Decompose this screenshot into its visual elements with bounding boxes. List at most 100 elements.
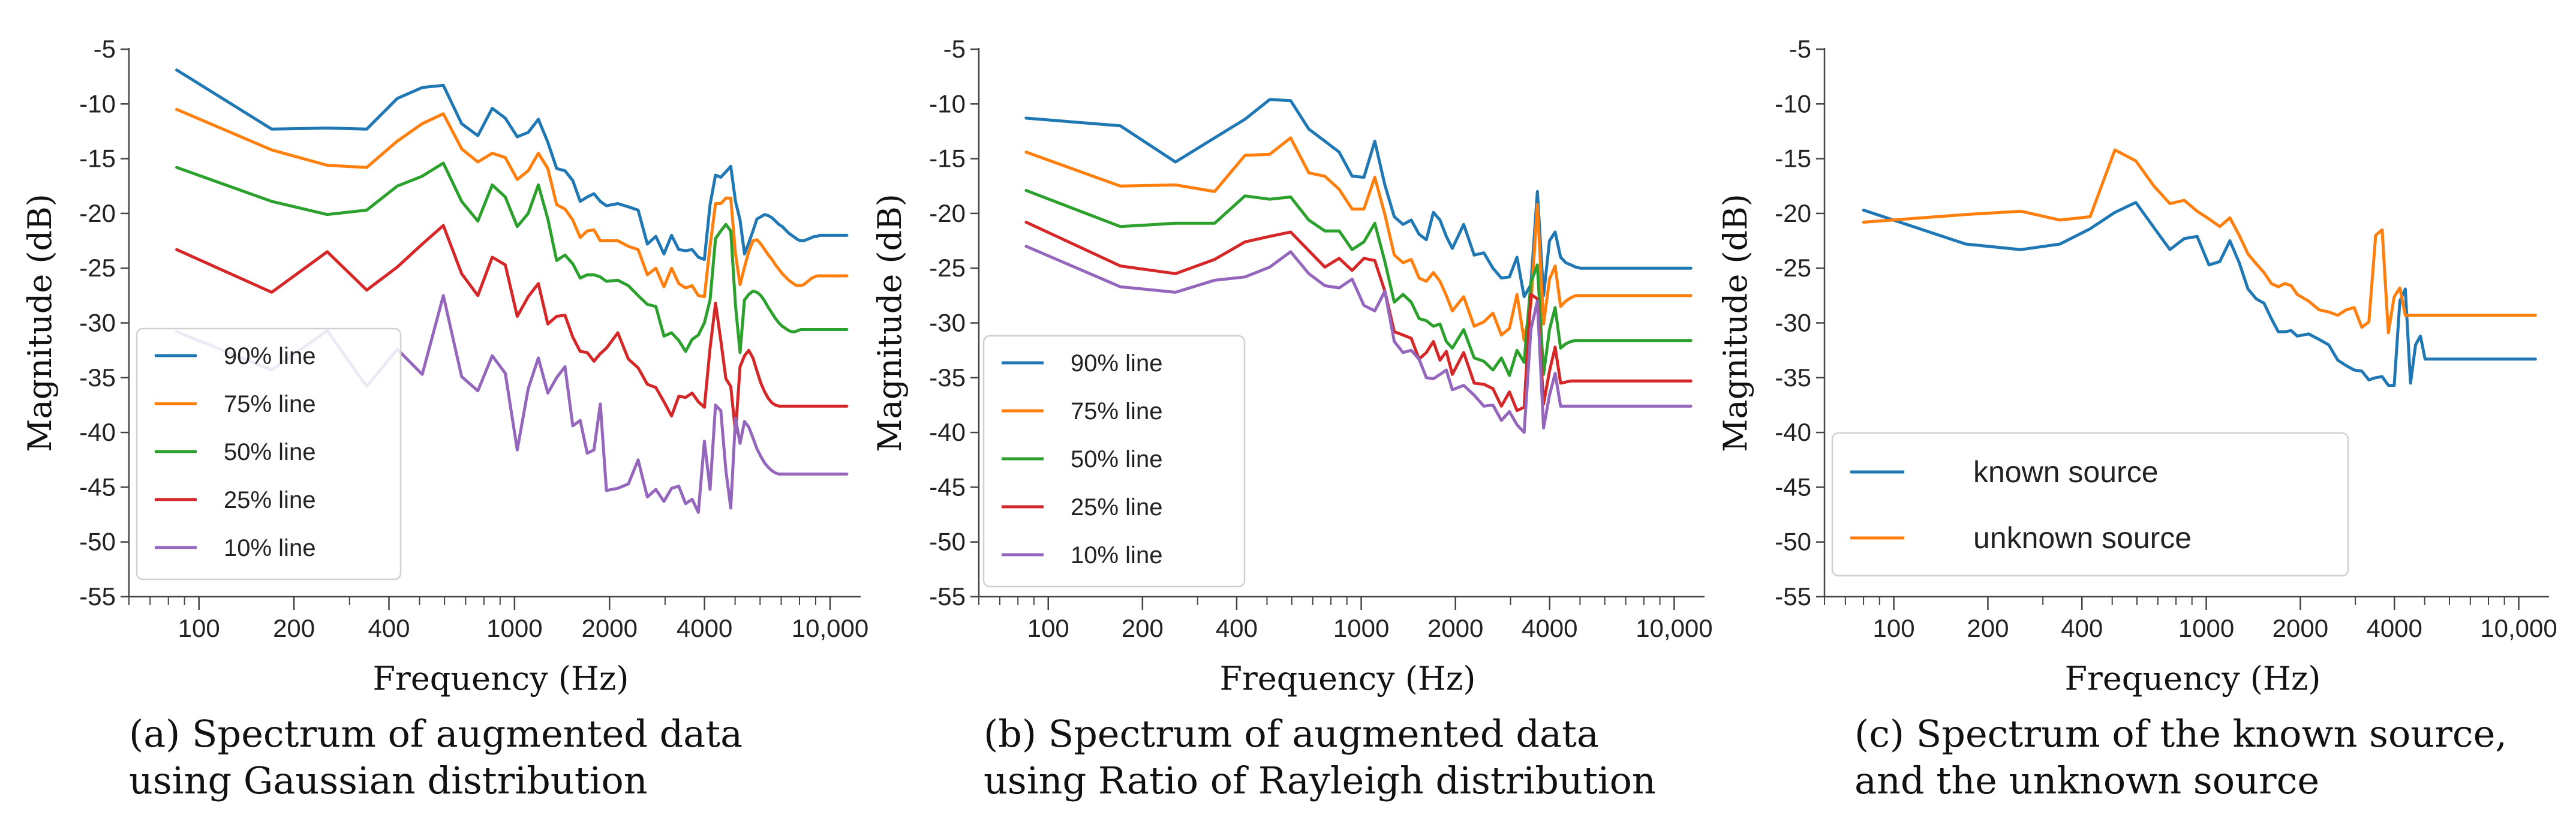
x-tick-label: 4000 [677, 614, 732, 642]
legend: 90% line 75% line 50% line 25% line 10% line [982, 335, 1246, 588]
y-tick-label: -20 [1775, 199, 1811, 227]
caption-line: using Gaussian distribution [129, 759, 648, 802]
y-tick-label: -30 [1775, 309, 1811, 337]
chart-panel-2: -5 -10 -15 -20 -25 -30 -35 -40 -45 -50 -55 100 200 40… [871, 35, 1713, 802]
y-tick-label: -35 [1775, 363, 1811, 392]
series-line-25-line [1024, 221, 1693, 413]
x-tick-label: 1000 [1333, 614, 1389, 642]
chart-panel-1: -5 -10 -15 -20 -25 -30 -35 -40 -45 -50 -55 100 200 40… [21, 35, 868, 802]
series-line-50-line [175, 161, 849, 354]
y-tick-label: -30 [79, 309, 116, 337]
y-tick-label: -30 [929, 309, 966, 337]
y-tick-label: -40 [1775, 418, 1811, 446]
legend-label: known source [1973, 455, 2159, 489]
x-axis-title: Frequency (Hz) [2065, 660, 2321, 697]
y-tick-label: -10 [79, 89, 116, 118]
y-axis-title: Magnitude (dB) [871, 194, 909, 452]
legend-box [136, 327, 402, 581]
series-line-90-line [175, 68, 849, 261]
y-tick-label: -15 [929, 145, 966, 173]
series-line-10-line [175, 294, 849, 514]
y-tick-label: -45 [929, 473, 966, 501]
legend: known source unknown source [1831, 432, 2349, 577]
y-tick-label: -40 [79, 418, 116, 446]
x-tick-label: 200 [1122, 614, 1164, 642]
x-tick-label: 200 [1967, 614, 2009, 642]
y-tick-label: -25 [929, 254, 966, 282]
legend-label: 75% line [224, 391, 315, 417]
x-tick-label: 4000 [1522, 614, 1577, 642]
x-tick-label: 2000 [1427, 614, 1483, 642]
y-tick-label: -10 [1775, 89, 1811, 118]
y-axis-title: Magnitude (dB) [1717, 194, 1754, 452]
x-tick-label: 10,000 [792, 614, 868, 642]
series-line-75-line [1024, 136, 1693, 342]
x-axis-title: Frequency (Hz) [373, 660, 629, 697]
y-tick-label: -15 [1775, 145, 1811, 173]
y-tick-label: -35 [79, 363, 116, 392]
legend-label: 50% line [1071, 446, 1162, 473]
series-line-75-line [175, 107, 849, 299]
x-tick-label: 200 [273, 614, 315, 642]
legend-box [982, 335, 1246, 588]
caption-line: (c) Spectrum of the known source, [1854, 712, 2507, 756]
y-tick-label: -5 [1789, 35, 1811, 63]
x-tick-label: 400 [1216, 614, 1258, 642]
y-tick-label: -55 [79, 582, 116, 611]
y-tick-label: -35 [929, 363, 966, 392]
series-line-25-line [175, 224, 849, 434]
y-tick-label: -5 [943, 35, 966, 63]
y-tick-label: -55 [1775, 582, 1811, 611]
legend-box [1831, 432, 2349, 577]
y-tick-label: -15 [79, 145, 116, 173]
legend-label: 25% line [224, 487, 315, 513]
x-tick-label: 400 [368, 614, 410, 642]
x-tick-label: 10,000 [2480, 614, 2557, 642]
caption-line: (b) Spectrum of augmented data [984, 712, 1599, 756]
y-tick-label: -50 [79, 528, 116, 556]
x-axis-title: Frequency (Hz) [1220, 660, 1476, 697]
series-line-10-line [1024, 245, 1693, 434]
y-tick-label: -55 [929, 582, 966, 611]
y-tick-label: -45 [1775, 473, 1811, 501]
y-axis-title: Magnitude (dB) [21, 194, 59, 452]
series-line-50-line [1024, 189, 1693, 377]
caption-line: (a) Spectrum of augmented data [129, 712, 743, 756]
caption-line: and the unknown source [1854, 759, 2319, 802]
legend-label: 75% line [1071, 398, 1162, 425]
y-tick-label: -5 [94, 35, 116, 63]
x-tick-label: 1000 [2178, 614, 2234, 642]
y-tick-label: -40 [929, 418, 966, 446]
caption: (c) Spectrum of the known source,and the… [1854, 712, 2507, 802]
x-tick-label: 100 [1873, 614, 1915, 642]
legend-label: 25% line [1071, 494, 1162, 521]
legend: 90% line 75% line 50% line 25% line 10% line [136, 327, 402, 581]
y-tick-label: -45 [79, 473, 116, 501]
legend-label: 90% line [1071, 350, 1162, 377]
x-tick-label: 100 [1027, 614, 1069, 642]
series-line-unknown-source [1862, 148, 2537, 335]
caption-line: using Ratio of Rayleigh distribution [984, 759, 1656, 802]
legend-label: 50% line [224, 439, 315, 465]
y-tick-label: -25 [1775, 254, 1811, 282]
legend-label: 10% line [224, 535, 315, 561]
y-tick-label: -50 [1775, 528, 1811, 556]
x-tick-label: 10,000 [1636, 614, 1712, 642]
y-tick-label: -50 [929, 528, 966, 556]
y-tick-label: -10 [929, 89, 966, 118]
series-line-known-source [1862, 201, 2537, 387]
x-tick-label: 400 [2061, 614, 2103, 642]
legend-label: 10% line [1071, 542, 1162, 569]
legend-label: unknown source [1973, 521, 2192, 555]
y-tick-label: -20 [929, 199, 966, 227]
x-tick-label: 1000 [486, 614, 542, 642]
x-tick-label: 100 [178, 614, 220, 642]
legend-label: 90% line [224, 343, 315, 369]
x-tick-label: 2000 [582, 614, 638, 642]
y-tick-label: -25 [79, 254, 116, 282]
x-tick-label: 2000 [2273, 614, 2328, 642]
chart-panel-3: -5 -10 -15 -20 -25 -30 -35 -40 -45 -50 -55 100 200 40… [1717, 35, 2557, 802]
